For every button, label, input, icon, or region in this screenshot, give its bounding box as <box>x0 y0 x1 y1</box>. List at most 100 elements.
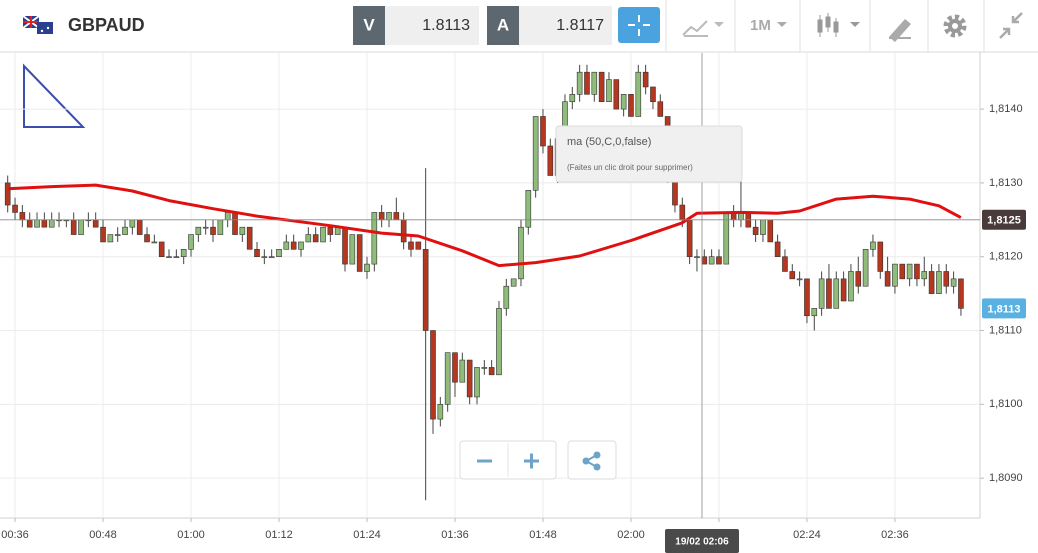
candle-body <box>928 271 935 294</box>
candle-body <box>870 241 876 250</box>
candle-body <box>642 71 649 88</box>
toolbar: GBPAUD V 1.8113 A 1.8117 1M <box>0 0 1038 53</box>
plot-area <box>0 52 981 519</box>
y-tick-label: 1,8120 <box>989 251 1023 263</box>
candle-body <box>796 278 803 281</box>
candle-body <box>246 226 253 250</box>
crosshair-time-label: 19/02 02:06 <box>675 537 729 548</box>
plot-layer <box>0 53 980 518</box>
candle-body <box>342 226 348 265</box>
bid-box[interactable] <box>385 6 479 45</box>
candle-body <box>510 278 517 287</box>
y-tick-label: 1,8140 <box>989 103 1023 115</box>
bid-label-box[interactable] <box>353 6 385 45</box>
candle-body <box>694 256 700 259</box>
candle-body <box>129 219 136 228</box>
candle-body <box>100 226 106 243</box>
settings-button[interactable] <box>943 14 967 38</box>
candle-body <box>349 234 356 265</box>
collapse-button[interactable] <box>999 12 1023 39</box>
crosshair-price-label: 1,8125 <box>987 215 1021 227</box>
chart-type-button[interactable] <box>682 20 724 37</box>
candle-body <box>635 71 642 117</box>
candle-body <box>320 226 326 243</box>
drawn-triangle[interactable] <box>23 63 86 128</box>
candle-body <box>48 219 55 228</box>
zoom-controls[interactable] <box>459 440 557 480</box>
share-button[interactable] <box>567 440 617 480</box>
candle-body <box>576 71 583 95</box>
candle-body <box>613 79 620 110</box>
candle-body <box>532 116 539 191</box>
candle-body <box>415 241 422 250</box>
candle-body <box>701 256 708 265</box>
candle-body <box>598 71 605 103</box>
bid-label[interactable]: V <box>363 15 375 34</box>
candle-body <box>224 212 231 221</box>
share-dot <box>593 451 601 459</box>
candle-body <box>840 278 847 302</box>
x-tick-label: 01:00 <box>177 529 205 541</box>
x-tick-label: 01:24 <box>353 529 381 541</box>
drawing-button[interactable] <box>889 19 911 42</box>
candle-body <box>283 241 290 250</box>
timeframe[interactable]: 1M <box>750 17 771 34</box>
candle-body <box>496 308 502 376</box>
candle-body <box>818 278 825 309</box>
candle-body <box>518 226 524 280</box>
candle-body <box>261 256 268 259</box>
candle-body <box>4 182 11 206</box>
y-tick-label: 1,8110 <box>989 324 1022 336</box>
candle-body <box>393 212 400 221</box>
candle-body <box>195 226 202 235</box>
candle-body <box>378 212 385 221</box>
candle-body <box>268 256 275 259</box>
candle-body <box>855 271 862 287</box>
zoom-in[interactable] <box>524 453 539 469</box>
symbol[interactable]: GBPAUD <box>68 15 145 35</box>
share-dot <box>582 457 590 465</box>
x-tick-label: 02:24 <box>793 529 821 541</box>
candle-body <box>158 241 165 258</box>
candle-body <box>92 219 99 228</box>
candle-body <box>305 234 312 243</box>
candle-body <box>312 234 319 243</box>
indicator-button[interactable] <box>817 13 860 37</box>
tooltip-title: ma (50,C,0,false) <box>567 136 651 148</box>
x-tick-label: 01:12 <box>265 529 293 541</box>
candle-body <box>12 204 18 213</box>
candle-body <box>239 226 246 235</box>
candle-body <box>290 241 297 250</box>
candle-body <box>708 256 715 265</box>
candle-body <box>606 79 612 103</box>
candle-body <box>628 94 634 117</box>
candle-body <box>826 278 832 309</box>
ask-label-box[interactable] <box>487 6 519 45</box>
candle-body <box>136 219 143 235</box>
moving-average-line <box>7 183 962 268</box>
candle-body <box>488 367 495 376</box>
ask-box[interactable] <box>519 6 612 45</box>
crosshair-button[interactable] <box>618 7 660 43</box>
bid-price[interactable]: 1.8113 <box>422 17 470 34</box>
x-tick-label: 01:48 <box>529 529 557 541</box>
candle-body <box>188 234 194 250</box>
ask-price[interactable]: 1.8117 <box>556 17 604 34</box>
candle-body <box>122 226 128 235</box>
candle-body <box>151 241 158 244</box>
timeframe-caret[interactable] <box>777 22 787 27</box>
candle-body <box>26 219 33 228</box>
candle-body <box>70 219 77 235</box>
candle-body <box>716 256 722 265</box>
candle-body <box>767 219 774 243</box>
last-price-label: 1,8113 <box>987 303 1020 315</box>
last-price-tag <box>982 298 1026 319</box>
candle-body <box>371 212 378 265</box>
candle-body <box>848 271 854 302</box>
x-tick-label: 00:36 <box>1 529 29 541</box>
ask-label[interactable]: A <box>497 15 509 34</box>
candle-body <box>437 404 444 420</box>
candle-body <box>400 219 407 243</box>
x-tick-label: 02:36 <box>881 529 909 541</box>
candle-body <box>650 86 656 103</box>
